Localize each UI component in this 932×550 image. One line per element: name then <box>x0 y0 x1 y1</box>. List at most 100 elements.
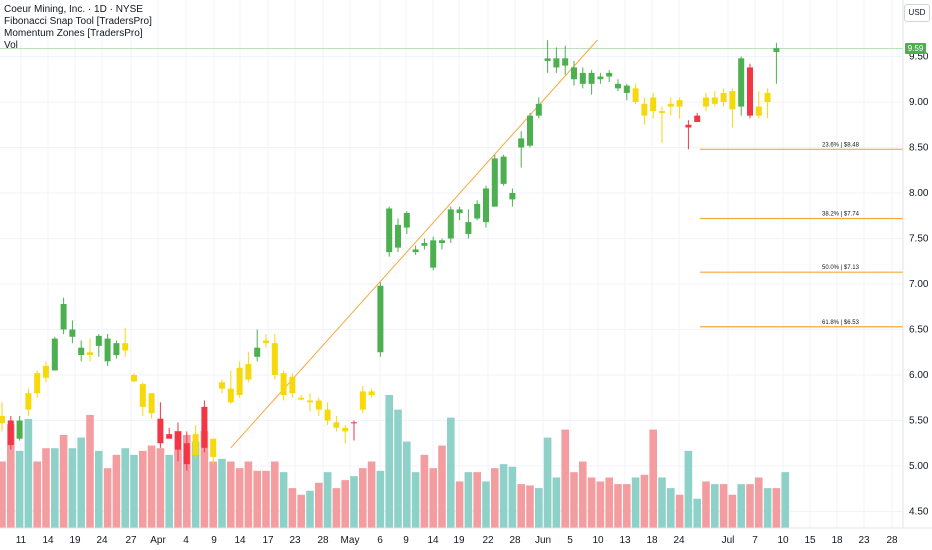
candle-body <box>104 338 111 362</box>
time-tick-label: 6 <box>377 535 383 546</box>
time-tick-label: May <box>341 535 360 546</box>
volume-bar <box>455 481 464 528</box>
volume-bar <box>262 470 270 528</box>
volume-bar <box>235 468 244 528</box>
candle-body <box>95 335 102 346</box>
candle-body <box>236 367 243 396</box>
volume-bar <box>112 454 121 528</box>
candle-body <box>491 158 498 207</box>
volume-bar <box>315 482 323 528</box>
volume-bar <box>183 434 191 528</box>
price-tick-label: 6.00 <box>909 370 929 381</box>
time-tick-label: 27 <box>125 535 137 546</box>
volume-bar <box>649 429 657 528</box>
volume-bar <box>772 488 781 528</box>
volume-bar <box>51 448 59 528</box>
candle-body <box>509 193 516 200</box>
volume-bar <box>587 477 596 528</box>
volume-bar <box>227 461 235 528</box>
time-tick-label: 14 <box>427 535 439 546</box>
volume-bar <box>763 488 772 528</box>
volume-bar <box>737 484 745 528</box>
indicator-fibonacci[interactable]: Fibonacci Snap Tool [TradersPro] <box>4 16 152 27</box>
time-tick-label: 10 <box>592 535 604 546</box>
time-axis[interactable]: 11 14 19 24 27 Apr 4 9 14 17 23 28 May 6 9 14 19 22 28 Jun 5… <box>16 535 898 546</box>
volume-bar <box>33 461 41 528</box>
candle-body <box>16 420 23 439</box>
candle-body <box>227 388 234 403</box>
candle-body <box>579 72 586 84</box>
candle-body <box>659 111 665 113</box>
candle-body <box>606 72 613 77</box>
time-tick-label: 10 <box>777 535 789 546</box>
candle-body <box>131 375 137 382</box>
candle-body <box>333 422 340 428</box>
candle-body <box>377 285 384 353</box>
fib-level-label: 50.0% | $7.13 <box>822 265 860 271</box>
time-tick-label: 4 <box>183 535 189 546</box>
candle-body <box>412 249 419 253</box>
time-tick-label: 18 <box>646 535 658 546</box>
volume-bar <box>711 484 719 528</box>
candle-body <box>210 438 217 457</box>
currency-button[interactable]: USD <box>904 4 930 22</box>
time-tick-label: 18 <box>831 535 843 546</box>
candle-body <box>25 393 32 410</box>
candle-body <box>368 391 375 396</box>
volume-bar <box>438 445 446 528</box>
time-tick-label: 7 <box>752 535 758 546</box>
candle-body <box>465 222 472 234</box>
price-tick-label: 5.50 <box>909 416 929 427</box>
volume-bar <box>623 484 631 528</box>
price-axis[interactable]: 4.50 5.00 5.50 6.00 6.50 7.00 7.50 8.00 8.50 9.00… <box>909 52 929 518</box>
price-tick-label: 7.50 <box>909 234 929 245</box>
candle-body <box>307 400 313 403</box>
candles <box>0 40 780 471</box>
volume-bar <box>279 472 288 528</box>
candle-body <box>650 97 657 112</box>
volume-bar <box>86 414 94 528</box>
candle-body <box>34 373 41 394</box>
volume-bar <box>288 488 297 528</box>
volume-bar <box>306 490 314 528</box>
candle-body <box>51 338 58 371</box>
time-tick-label: 19 <box>453 535 465 546</box>
time-tick-label: 22 <box>482 535 494 546</box>
volume-bar <box>675 494 684 528</box>
candle-body <box>122 343 129 351</box>
volume-bar <box>359 468 367 528</box>
candle-body <box>755 106 762 116</box>
candle-body <box>685 124 692 128</box>
time-tick-label: 24 <box>673 535 685 546</box>
volume-bar <box>605 477 613 528</box>
price-tick-label: 8.00 <box>909 188 929 199</box>
volume-bar <box>535 488 543 528</box>
volume-bar <box>271 461 279 528</box>
volume-bar <box>781 472 789 528</box>
fibonacci-levels: 23.6% | $8.48 38.2% | $7.74 50.0% | $7.13 6… <box>0 47 903 328</box>
candle-body <box>430 240 437 268</box>
candle-body <box>588 72 595 84</box>
volume-bar <box>59 434 68 528</box>
volume-bar <box>746 484 754 528</box>
symbol-title[interactable]: Coeur Mining, Inc. · 1D · NYSE <box>4 4 143 15</box>
candle-body <box>324 409 331 421</box>
candle-body <box>703 97 709 107</box>
indicator-momentum-zones[interactable]: Momentum Zones [TradersPro] <box>4 28 143 39</box>
volume-bar <box>543 437 552 528</box>
volume-bar <box>596 481 605 528</box>
volume-bar <box>394 409 402 528</box>
time-tick-label: 28 <box>317 535 329 546</box>
candle-body <box>738 58 745 107</box>
price-tick-label: 6.50 <box>909 325 929 336</box>
volume-label[interactable]: Vol <box>4 40 18 51</box>
candle-body <box>69 329 76 337</box>
candle-body <box>175 431 181 450</box>
time-tick-label: 14 <box>234 535 246 546</box>
candle-body <box>263 340 269 344</box>
candle-body <box>289 376 296 394</box>
time-tick-label: Jul <box>722 535 735 546</box>
time-tick-label: 11 <box>16 535 27 546</box>
volume-bar <box>719 484 728 528</box>
